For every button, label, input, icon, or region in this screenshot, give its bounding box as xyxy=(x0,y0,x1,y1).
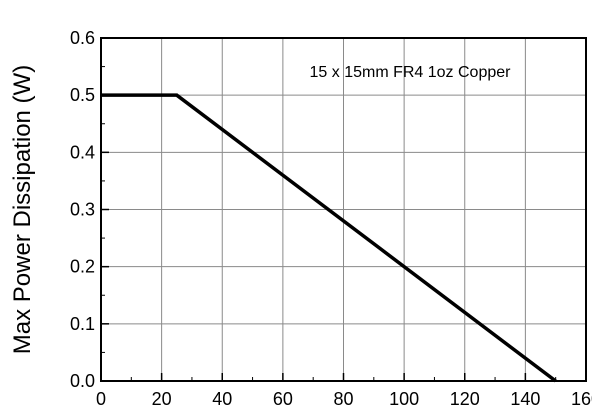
x-tick-label: 120 xyxy=(450,389,480,409)
tick-marks xyxy=(100,37,587,382)
x-tick-label: 80 xyxy=(333,389,353,409)
y-tick-label: 0.2 xyxy=(70,257,95,277)
y-tick-label: 0.3 xyxy=(70,200,95,220)
x-tick-label: 100 xyxy=(389,389,419,409)
series-line xyxy=(101,93,557,383)
x-tick-label: 60 xyxy=(273,389,293,409)
series-layer xyxy=(101,93,557,383)
x-tick-label: 40 xyxy=(212,389,232,409)
y-tick-label: 0.5 xyxy=(70,85,95,105)
x-tick-label: 160 xyxy=(571,389,592,409)
grid-lines xyxy=(100,37,587,382)
y-tick-label: 0.4 xyxy=(70,142,95,162)
y-axis-title: Max Power Dissipation (W) xyxy=(9,65,36,354)
x-tick-label: 0 xyxy=(96,389,106,409)
x-tick-label: 20 xyxy=(152,389,172,409)
chart-annotation: 15 x 15mm FR4 1oz Copper xyxy=(310,64,512,81)
y-tick-label: 0.6 xyxy=(70,28,95,48)
y-tick-labels: 0.0 0.1 0.2 0.3 0.4 0.5 0.6 xyxy=(70,28,95,391)
x-tick-labels: 0 20 40 60 80 100 120 140 160 xyxy=(96,389,592,409)
y-tick-label: 0.0 xyxy=(70,371,95,391)
x-tick-label: 140 xyxy=(510,389,540,409)
y-tick-label: 0.1 xyxy=(70,314,95,334)
